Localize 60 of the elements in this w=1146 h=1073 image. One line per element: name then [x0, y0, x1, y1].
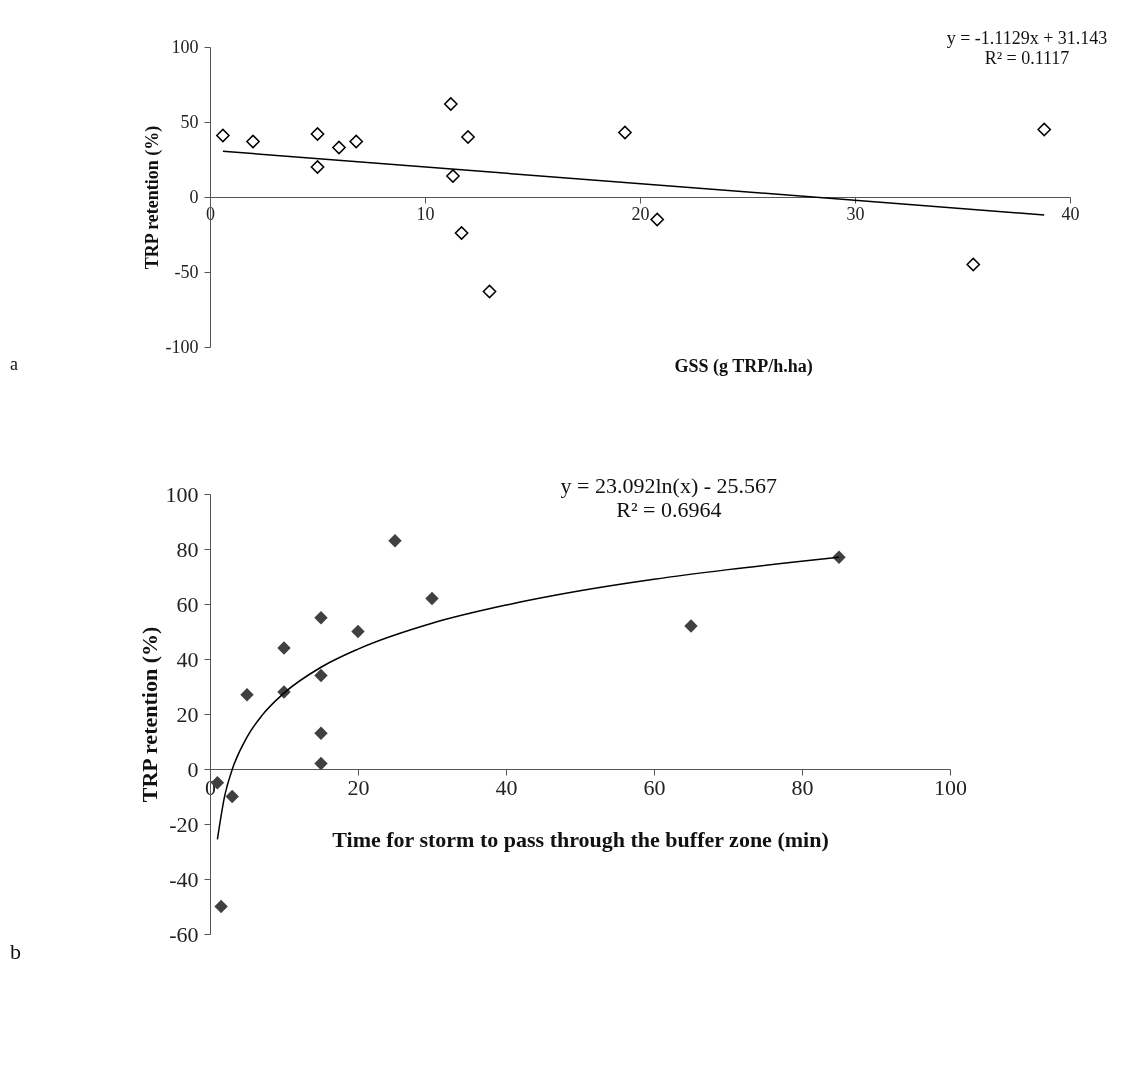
y-tick-label: 80 [176, 536, 199, 562]
point [225, 789, 239, 804]
point [332, 140, 346, 155]
annotation: R² = 0.6964 [616, 497, 722, 523]
point [314, 611, 328, 625]
annotation: R² = 0.1117 [984, 47, 1070, 68]
y-tick-label: -100 [165, 336, 199, 357]
point [246, 134, 260, 149]
y-tick-label: 0 [187, 756, 199, 782]
annotation: y = 23.092ln(x) - 25.567 [560, 473, 778, 498]
y-tick-label: 20 [176, 701, 199, 727]
x-tick-label: 20 [347, 774, 370, 800]
point [443, 97, 458, 111]
x-tick-label: 20 [631, 203, 650, 224]
point [349, 134, 364, 149]
y-tick-label: 40 [176, 646, 199, 672]
y-tick-label: 100 [165, 481, 199, 507]
x-axis-title: Time for storm to pass through the buffer zone (min) [332, 826, 829, 852]
y-tick-label: -60 [169, 921, 199, 947]
y-tick-label: -20 [169, 811, 199, 837]
point [684, 619, 698, 633]
y-tick-label: -50 [174, 261, 199, 282]
x-axis-title: GSS (g TRP/h.ha) [674, 355, 813, 377]
point [454, 226, 469, 240]
y-axis-title: TRP retention (%) [136, 626, 162, 803]
point [216, 128, 230, 143]
point [277, 641, 291, 655]
x-tick-label: 30 [846, 203, 865, 224]
point [618, 125, 632, 140]
point [446, 169, 460, 183]
y-tick-label: 100 [171, 36, 199, 57]
y-tick-label: -40 [169, 866, 199, 892]
y-axis-title: TRP retention (%) [141, 125, 163, 270]
point [314, 668, 328, 683]
annotation: y = -1.1129x + 31.143 [946, 28, 1108, 48]
point [966, 257, 981, 272]
point [214, 899, 228, 914]
point [351, 624, 365, 639]
point [650, 212, 665, 227]
point [310, 160, 325, 174]
point [314, 726, 328, 740]
point [482, 284, 497, 299]
y-tick-label: 60 [176, 591, 199, 617]
x-tick-label: 40 [495, 774, 518, 800]
text: b [10, 939, 21, 964]
x-tick-label: 80 [791, 774, 814, 800]
point [388, 534, 402, 548]
x-tick-label: 60 [643, 774, 666, 800]
x-tick-label: 40 [1061, 203, 1080, 224]
point [425, 591, 439, 606]
point [1037, 122, 1052, 137]
y-tick-label: 0 [189, 186, 199, 207]
x-tick-label: 10 [416, 203, 435, 224]
point [310, 127, 325, 141]
x-tick-label: 100 [934, 774, 967, 800]
point [314, 756, 328, 771]
point [461, 130, 475, 144]
y-tick-label: 50 [180, 111, 199, 132]
point [240, 688, 254, 702]
text: a [10, 354, 18, 374]
